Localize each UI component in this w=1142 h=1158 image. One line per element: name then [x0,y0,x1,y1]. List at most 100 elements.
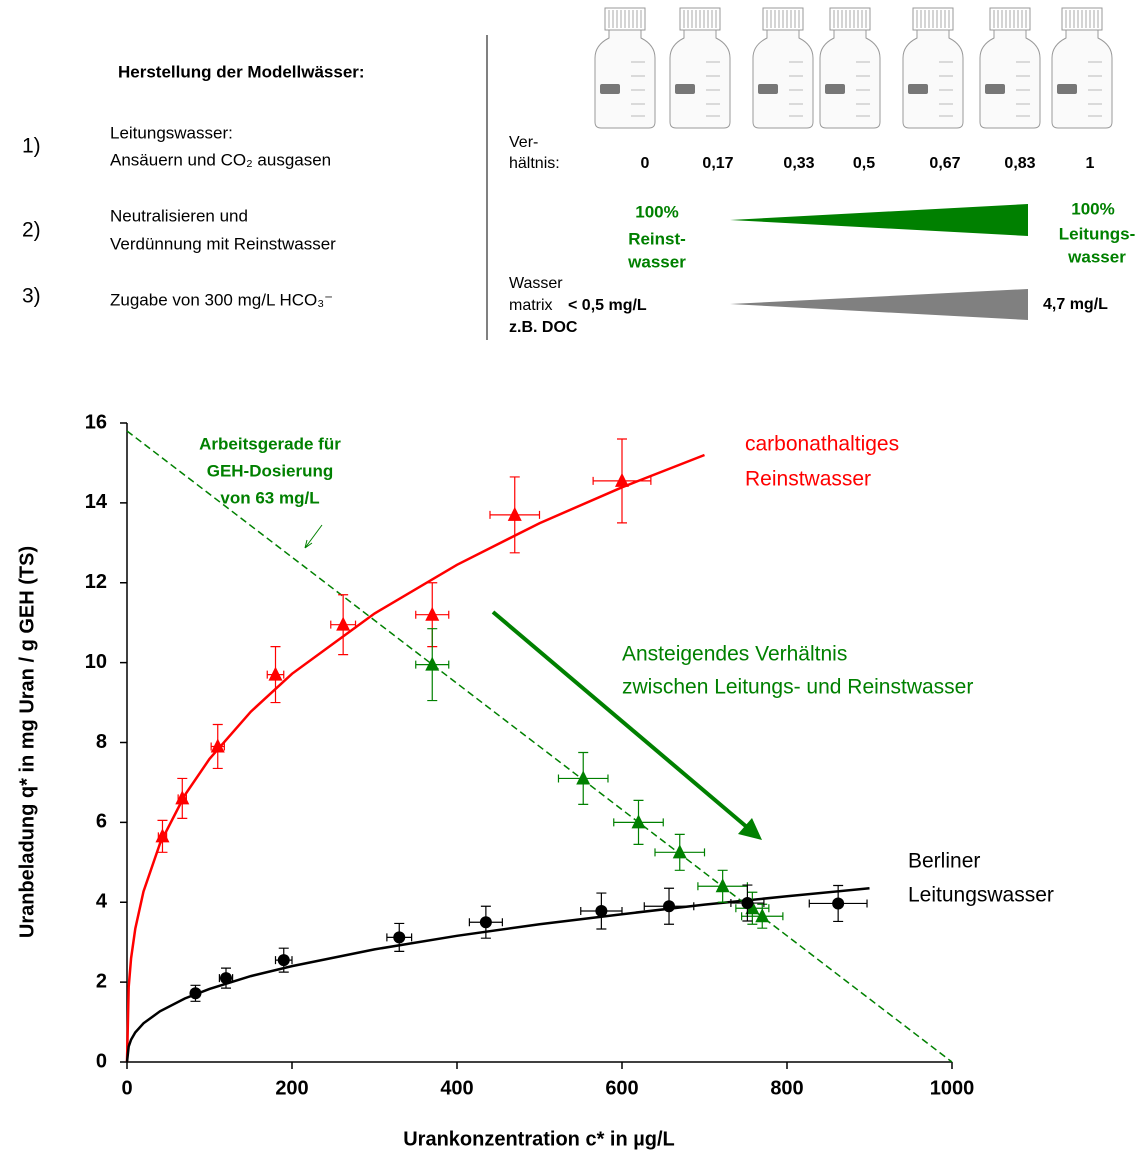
annotation: Arbeitsgerade für [199,434,341,453]
marker [220,972,232,984]
ratio: 1 [1086,155,1095,172]
y-tick-label: 6 [96,811,107,833]
y-tick-label: 16 [85,411,107,433]
gray-gradient [730,289,1028,320]
matrix-label: matrix [509,297,553,314]
bottle-body [903,30,963,128]
title: Herstellung der Modellwässer: [118,62,365,81]
step-number: 2) [22,219,41,242]
y-tick-label: 14 [85,491,108,513]
marker [615,473,629,487]
marker [393,931,405,943]
legend-label: Reinstwasser [745,468,871,491]
annotation: zwischen Leitungs- und Reinstwasser [622,676,973,699]
x-axis-label: Urankonzentration c* in µg/L [403,1128,675,1150]
step-text: Ansäuern und CO₂ ausgasen [110,150,331,169]
bottle [903,8,963,128]
marker [741,897,753,909]
annotation: Ansteigendes Verhältnis [622,643,847,666]
left-label: 100% [635,202,678,221]
right-label: wasser [1067,247,1126,266]
step-text: Neutralisieren und [110,206,248,225]
marker [278,954,290,966]
matrix-left: < 0,5 mg/L [568,297,647,314]
y-tick-label: 10 [85,651,107,673]
left-label: wasser [627,252,686,271]
ratio: 0 [641,155,650,172]
marker [480,916,492,928]
y-tick-label: 12 [85,571,107,593]
marker [425,607,439,621]
marker [832,897,844,909]
y-tick-label: 8 [96,731,107,753]
bottle-label [1057,84,1077,94]
x-tick-label: 400 [440,1077,473,1099]
marker [632,814,646,828]
left-label: Reinst- [628,229,686,248]
bottle [980,8,1040,128]
marker [508,507,522,521]
legend-label: carbonathaltiges [745,433,899,456]
step-text: Leitungswasser: [110,123,233,142]
bottles [595,8,1112,128]
marker [336,617,350,631]
bottle-label [758,84,778,94]
annotation-arrow [305,525,322,548]
x-tick-label: 600 [605,1077,638,1099]
ratio: 0,83 [1004,155,1035,172]
marker [595,905,607,917]
step-text: Verdünnung mit Reinstwasser [110,234,336,253]
bottle-body [820,30,880,128]
bottle [595,8,655,128]
bottle-label [675,84,695,94]
y-tick-label: 0 [96,1050,107,1072]
bottle-body [753,30,813,128]
dashed-line [127,431,952,1062]
right-label: Leitungs- [1059,224,1136,243]
marker [716,878,730,892]
bottle [670,8,730,128]
bottle-label [600,84,620,94]
bottle-label [908,84,928,94]
marker [269,667,283,681]
ratio: 0,33 [783,155,814,172]
marker [673,844,687,858]
bottle-body [1052,30,1112,128]
ratio: 0,5 [853,155,875,172]
step-text: Zugabe von 300 mg/L HCO₃⁻ [110,290,333,309]
right-label: 100% [1071,199,1114,218]
x-tick-label: 200 [275,1077,308,1099]
ratios: 0 0,17 0,33 0,5 0,67 0,83 1 [641,155,1095,172]
bottle-label [985,84,1005,94]
step-number: 3) [22,285,41,308]
figure: Herstellung der Modellwässer: 1) Leitung… [0,0,1142,1158]
ratio: 0,67 [929,155,960,172]
bottle [753,8,813,128]
bottle-body [670,30,730,128]
green-gradient [730,204,1028,236]
matrix-label: Wasser [509,275,563,292]
ratio-label: Ver- [509,134,538,151]
ratio-label: hältnis: [509,155,560,172]
annotation: von 63 mg/L [220,488,319,507]
y-tick-label: 4 [96,891,108,913]
step-number: 1) [22,135,41,158]
fit-curve [127,455,705,1062]
bottle-label [825,84,845,94]
annotation: GEH-Dosierung [207,461,334,480]
y-axis-label: Uranbeladung q* in mg Uran / g GEH (TS) [16,546,38,938]
bottle [1052,8,1112,128]
legend-label: Berliner [908,850,980,873]
ratio: 0,17 [702,155,733,172]
marker [425,657,439,671]
bottle-body [980,30,1040,128]
marker [576,770,590,784]
matrix-right: 4,7 mg/L [1043,296,1108,313]
marker [663,900,675,912]
x-tick-label: 800 [770,1077,803,1099]
x-tick-label: 0 [121,1077,132,1099]
matrix-label: z.B. DOC [509,319,578,336]
y-tick-label: 2 [96,970,107,992]
bottle [820,8,880,128]
bottle-body [595,30,655,128]
